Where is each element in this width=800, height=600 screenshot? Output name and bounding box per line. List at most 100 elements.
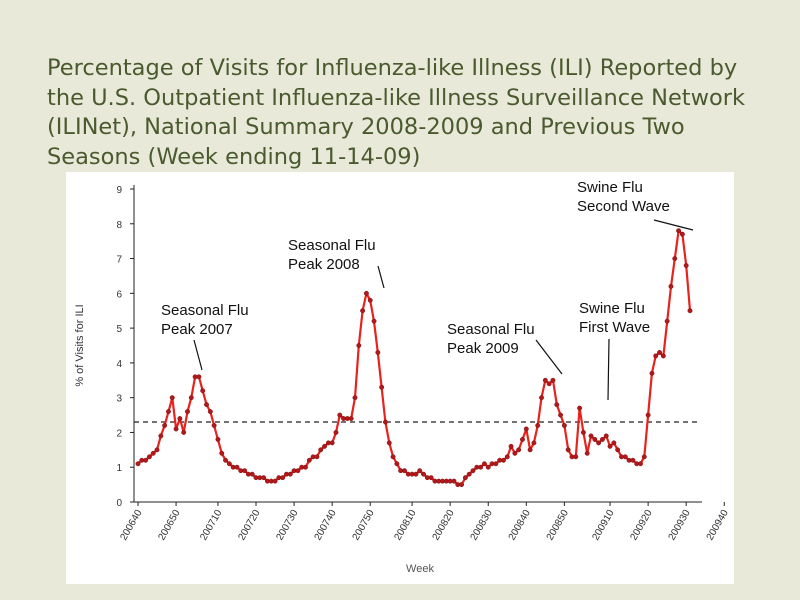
data-point [249,471,255,477]
y-tick-label: 7 [116,255,122,266]
x-tick-label: 200820 [431,508,457,543]
data-point [314,454,320,460]
data-point [386,440,392,446]
data-point [493,461,499,467]
data-point [462,475,468,481]
data-point [516,447,522,453]
data-point [348,416,354,421]
data-point [683,263,689,268]
data-point [371,318,377,324]
data-point [565,447,571,453]
data-point [390,454,396,460]
data-point [527,447,533,453]
y-tick-label: 8 [116,220,122,231]
data-point [169,395,175,401]
data-point [219,450,225,456]
y-tick-label: 3 [116,394,122,405]
data-point [329,440,335,446]
data-point [363,290,369,296]
data-point [508,443,514,449]
data-point [523,426,529,432]
data-point [421,471,426,477]
data-point [402,468,407,474]
data-point [584,450,590,456]
annotation-swine-second-wave: Swine Flu Second Wave [577,179,694,231]
data-point [485,464,491,470]
annotation-line2: First Wave [579,319,650,336]
data-point [542,377,548,383]
data-point [481,461,487,467]
x-tick-label: 200920 [629,508,655,543]
x-tick-label: 200710 [198,508,224,543]
data-point [185,409,190,415]
x-tick-label: 200840 [507,508,533,543]
y-axis-label: % of Visits for ILI [74,304,86,386]
data-point [592,436,598,442]
ili-line-chart: 0 1 2 3 4 5 6 7 8 9 % of Visits for ILI 200640 20065… [74,179,731,575]
data-point [679,231,685,237]
data-point [154,447,160,453]
data-point [356,343,362,348]
data-point [146,454,152,460]
data-point [668,283,674,289]
x-axis-label: Week [406,563,434,575]
annotation-pointer [377,265,385,289]
data-point [196,374,202,380]
annotation-pointer [653,219,694,231]
data-point [428,475,434,481]
data-point [558,412,564,418]
annotation-line1: Swine Flu [577,179,643,196]
data-point [367,297,373,303]
x-tick-label: 200740 [313,508,339,543]
annotation-line1: Seasonal Flu [161,302,249,319]
data-point [322,443,327,449]
annotation-line2: Peak 2009 [447,340,519,357]
data-point [672,256,678,262]
data-point [622,454,628,460]
data-point [466,471,472,477]
data-point [150,450,156,456]
annotation-pointer [535,339,563,375]
data-point [173,426,179,432]
annotation-peak-2009: Seasonal Flu Peak 2009 [447,321,563,375]
data-point [207,409,213,415]
data-point [306,457,312,463]
y-tick-label: 0 [116,498,122,509]
data-point [177,416,183,421]
data-point [470,468,476,474]
data-point [318,447,324,453]
data-point [379,384,385,390]
data-point [577,405,583,411]
annotation-line1: Seasonal Flu [288,237,376,254]
data-point [382,419,388,425]
data-point [333,429,339,435]
y-tick-label: 1 [116,463,122,474]
annotation-swine-first-wave: Swine Flu First Wave [579,300,650,401]
annotation-line2: Second Wave [577,198,670,215]
data-point [550,377,556,383]
data-point [226,461,232,467]
x-tick-label: 200720 [236,508,262,543]
data-point [394,461,400,467]
data-point [181,429,187,435]
data-point [188,395,194,401]
data-point [603,433,609,439]
data-point [360,308,366,314]
data-point [162,423,168,428]
data-point [200,388,206,394]
annotation-line1: Seasonal Flu [447,321,535,338]
x-tick-label: 200640 [118,508,144,543]
annotation-line2: Peak 2007 [161,321,233,338]
data-point [535,423,541,428]
data-point [504,454,510,460]
data-point [660,353,666,359]
annotation-pointer [193,339,203,371]
data-point [459,482,465,488]
data-point [649,370,655,376]
data-point [512,450,518,456]
data-point [657,350,662,355]
chart-panel: 0 1 2 3 4 5 6 7 8 9 % of Visits for ILI 200640 20065… [66,172,734,584]
data-point [501,457,506,463]
data-point [607,443,613,449]
data-point [687,308,693,314]
